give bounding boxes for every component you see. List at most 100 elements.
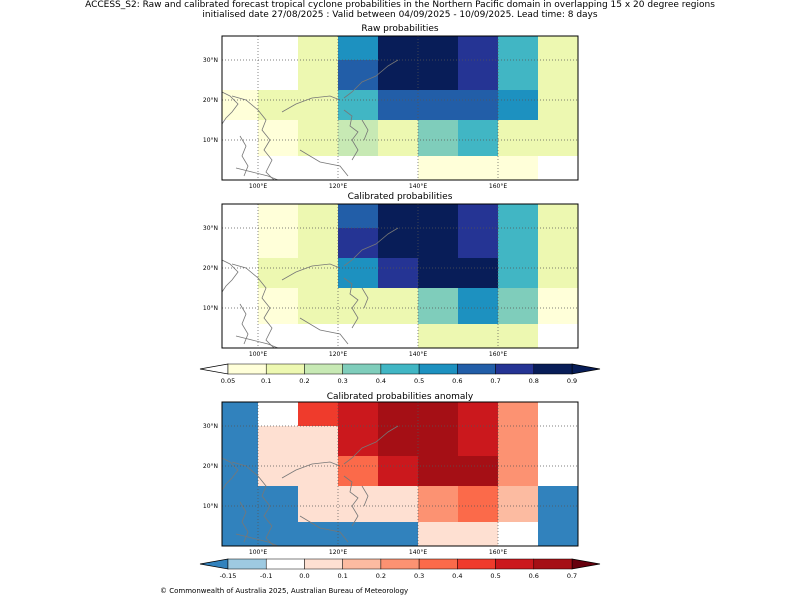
heatmap-cell xyxy=(538,156,578,180)
heatmap-cell xyxy=(538,120,578,156)
colorbar-swatch xyxy=(304,558,343,570)
coastline-path xyxy=(221,457,239,491)
heatmap-cell xyxy=(258,426,298,456)
heatmap-cell xyxy=(298,156,338,180)
heatmap-cell xyxy=(498,486,538,522)
colorbar-tick-label: 0.1 xyxy=(261,377,271,385)
heatmap-cell xyxy=(222,486,258,522)
heatmap-cell xyxy=(258,36,298,60)
heatmap-cell xyxy=(258,288,298,324)
heatmap-cell xyxy=(418,156,458,180)
x-tick-label: 100°E xyxy=(249,183,267,190)
heatmap-cell xyxy=(418,228,458,258)
heatmap-cell xyxy=(222,204,258,228)
coastline-path xyxy=(231,461,275,547)
colorbar-tick-label: 0.5 xyxy=(490,572,500,580)
heatmap-cell xyxy=(418,522,458,546)
heatmap-cell xyxy=(458,402,498,426)
y-tick-label: 10°N xyxy=(203,137,218,144)
heatmap-cell xyxy=(298,228,338,258)
heatmap-cell xyxy=(258,204,298,228)
colorbar-tick-label: 0.7 xyxy=(567,572,577,580)
panel-frame xyxy=(221,203,579,349)
heatmap-cell xyxy=(258,156,298,180)
heatmap-cell xyxy=(458,426,498,456)
heatmap-cell xyxy=(418,258,458,288)
colorbar-tick-label: -0.1 xyxy=(260,572,273,580)
coastline-path xyxy=(239,135,249,177)
coastline-path xyxy=(221,259,239,293)
heatmap-cell xyxy=(378,156,418,180)
heatmap-cell xyxy=(378,288,418,324)
colorbar-tick-label: 0.05 xyxy=(221,377,235,385)
coastline-path xyxy=(343,59,399,99)
heatmap-cell xyxy=(458,60,498,90)
colorbar-tick-label: 0.9 xyxy=(567,377,577,385)
heatmap-cell xyxy=(338,156,378,180)
coastline-path xyxy=(299,149,349,177)
y-tick-label: 30°N xyxy=(203,225,218,232)
heatmap-cell xyxy=(378,324,418,348)
heatmap-cell xyxy=(498,228,538,258)
heatmap-cell xyxy=(338,258,378,288)
heatmap-cell xyxy=(378,90,418,120)
heatmap-cell xyxy=(458,288,498,324)
heatmap-cell xyxy=(538,60,578,90)
heatmap-cell xyxy=(538,288,578,324)
colorbar-under-arrow xyxy=(199,558,229,570)
heatmap-cell xyxy=(458,90,498,120)
heatmap-cell xyxy=(222,228,258,258)
coastline-path xyxy=(343,109,359,161)
colorbar-swatch xyxy=(457,363,496,375)
coastline-outline xyxy=(221,425,399,547)
heatmap-cell xyxy=(258,486,298,522)
heatmap-cell xyxy=(418,426,458,456)
coastline-path xyxy=(299,515,349,543)
map-panel-calibrated: 100°E 120°E 140°E 160°E 30°N 20°N 10°N xyxy=(203,203,579,358)
x-tick-label: 140°E xyxy=(409,549,427,556)
heatmap-cell xyxy=(418,402,458,426)
heatmap-cell xyxy=(258,522,298,546)
heatmap-cell xyxy=(338,90,378,120)
gridlines xyxy=(222,402,578,546)
coastline-path xyxy=(299,317,349,345)
colorbar-tick-label: 0.0 xyxy=(299,572,309,580)
heatmap-cell xyxy=(418,204,458,228)
heatmap-cell xyxy=(378,456,418,486)
heatmap-cell xyxy=(498,402,538,426)
heatmap-cell xyxy=(538,228,578,258)
heatmap-cell xyxy=(378,522,418,546)
colorbar-tick-label: 0.2 xyxy=(299,377,309,385)
heatmap-cell xyxy=(498,90,538,120)
heatmap-cell xyxy=(258,120,298,156)
colorbar-under-arrow xyxy=(199,363,229,375)
heatmap-cell xyxy=(458,204,498,228)
heatmap-cell xyxy=(538,258,578,288)
header-line-1: ACCESS_S2: Raw and calibrated forecast t… xyxy=(85,0,715,10)
heatmap-cell xyxy=(298,486,338,522)
y-tick-label: 10°N xyxy=(203,305,218,312)
coastline-path xyxy=(281,95,341,113)
heatmap-cell xyxy=(338,204,378,228)
heatmap-cell xyxy=(222,288,258,324)
colorbar-swatch xyxy=(342,363,382,375)
heatmap-cell xyxy=(458,486,498,522)
coastline-path xyxy=(235,335,279,349)
colorbar-tick-label: 0.6 xyxy=(452,377,462,385)
colorbar-swatch xyxy=(342,558,382,570)
panel-title-calibrated: Calibrated probabilities xyxy=(347,192,453,202)
coastline-path xyxy=(239,303,249,345)
colorbar-tick-label: 0.1 xyxy=(337,572,347,580)
heatmap-cell xyxy=(418,120,458,156)
heatmap-cell xyxy=(298,258,338,288)
heatmap-cell xyxy=(498,204,538,228)
heatmap-cell xyxy=(338,228,378,258)
colorbar-probability: 0.05 0.1 0.2 0.3 0.4 0.5 0.6 0.7 0.8 0.9 xyxy=(199,363,601,385)
heatmap-cell xyxy=(418,90,458,120)
coastline-path xyxy=(281,263,341,281)
colorbar-tick-label: 0.6 xyxy=(529,572,539,580)
heatmap-cell xyxy=(538,324,578,348)
map-panel-raw: 100°E 120°E 140°E 160°E 30°N 20°N 10°N xyxy=(203,35,579,190)
heatmap-cell xyxy=(298,426,338,456)
heatmap-cell xyxy=(222,324,258,348)
